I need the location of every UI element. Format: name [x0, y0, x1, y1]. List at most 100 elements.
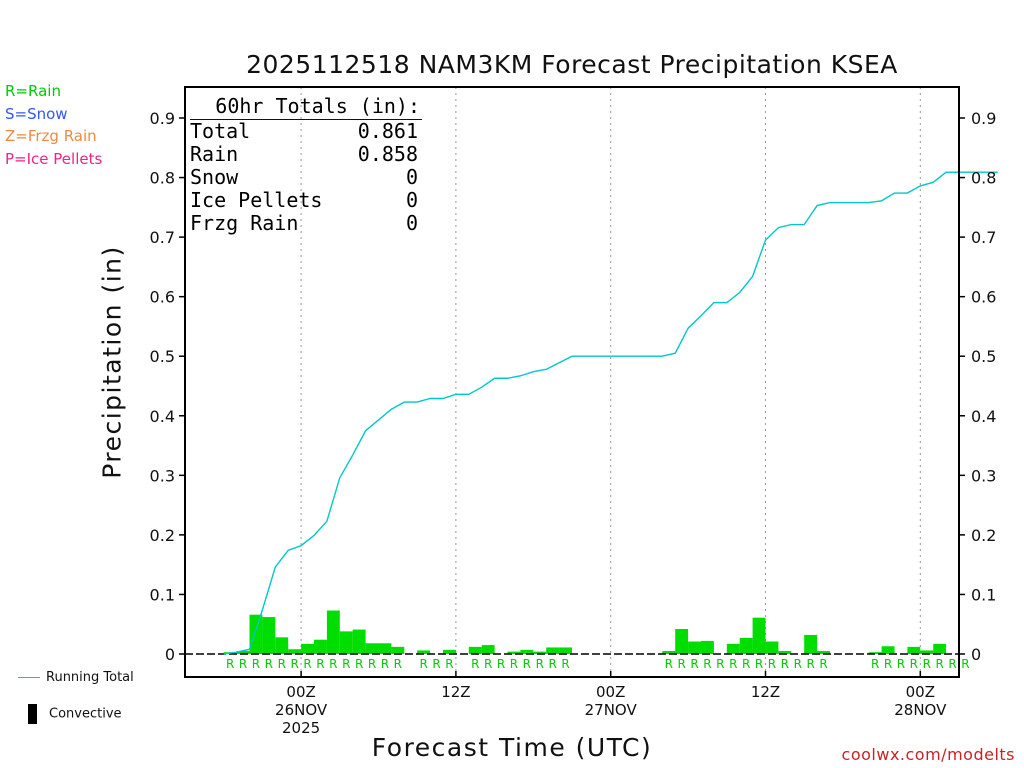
precip-bar	[817, 651, 830, 654]
precip-bar	[752, 617, 766, 654]
precip-bar	[314, 639, 327, 654]
precip-type-label: R	[729, 657, 737, 671]
chart-title: 2025112518 NAM3KM Forecast Precipitation…	[246, 50, 898, 79]
precip-bar	[688, 641, 701, 654]
totals-value: 0	[405, 188, 418, 212]
precip-bar	[352, 629, 366, 654]
x-axis-label: Forecast Time (UTC)	[371, 733, 653, 762]
legend-ice-pellets: P=Ice Pellets	[5, 149, 103, 168]
precip-bar	[778, 651, 792, 654]
precip-type-label: R	[897, 657, 905, 671]
precip-type-legend: R=Rain S=Snow Z=Frzg Rain P=Ice Pellets	[5, 80, 102, 170]
totals-header: 60hr Totals (in):	[190, 93, 422, 120]
precip-bar	[339, 631, 353, 654]
precip-bar	[378, 643, 392, 654]
totals-row-total: Total 0.861	[190, 120, 422, 143]
y-tick-label-left: 0.9	[150, 109, 175, 128]
precip-bar	[481, 645, 495, 654]
x-tick-label: 28NOV	[894, 701, 947, 719]
precip-type-label: R	[368, 657, 376, 671]
y-tick-label-right: 0.5	[971, 347, 996, 366]
precip-type-label: R	[316, 657, 324, 671]
precip-type-label: R	[665, 657, 673, 671]
precip-bar	[559, 647, 572, 654]
x-tick-label: 2025	[282, 719, 320, 737]
precip-bar	[443, 649, 456, 654]
precip-bar	[533, 651, 547, 654]
convective-legend: Convective	[18, 704, 122, 724]
y-tick-label-right: 0.1	[971, 585, 996, 604]
precip-type-label: R	[510, 657, 518, 671]
precip-type-label: R	[239, 657, 247, 671]
y-tick-label-left: 0.6	[150, 288, 175, 307]
precip-type-label: R	[432, 657, 440, 671]
precip-type-label: R	[523, 657, 531, 671]
precip-bar	[701, 640, 714, 654]
totals-row-freezing-rain: Frzg Rain 0	[190, 212, 422, 235]
y-tick-label-right: 0.8	[971, 169, 996, 188]
precip-type-label: R	[252, 657, 260, 671]
totals-value: 0.858	[357, 142, 418, 166]
convective-legend-label: Convective	[49, 706, 122, 722]
y-tick-label-left: 0	[165, 645, 175, 664]
precip-bar	[249, 614, 263, 654]
precip-bar	[520, 649, 534, 654]
precip-bar	[236, 651, 250, 654]
precip-bar	[417, 650, 431, 654]
precip-type-label: R	[871, 657, 879, 671]
precip-bar	[546, 647, 560, 654]
precip-type-label: R	[536, 657, 544, 671]
precip-type-label: R	[923, 657, 931, 671]
y-tick-label-left: 0.1	[150, 585, 175, 604]
totals-value: 0	[405, 211, 418, 235]
x-tick-label: 12Z	[751, 683, 780, 701]
totals-label: Ice Pellets	[190, 188, 323, 212]
totals-value: 0	[405, 165, 418, 189]
x-tick-label: 00Z	[906, 683, 935, 701]
precip-bar	[468, 646, 482, 654]
precip-type-label: R	[471, 657, 479, 671]
precip-bar	[288, 649, 302, 654]
y-tick-label-right: 0.7	[971, 228, 996, 247]
totals-label: Total	[190, 119, 251, 143]
precip-type-label: R	[948, 657, 956, 671]
plot-frame	[184, 86, 960, 678]
precip-bar	[675, 628, 689, 654]
precip-type-label: R	[781, 657, 789, 671]
legend-rain: R=Rain	[5, 82, 61, 100]
precip-type-label: R	[910, 657, 918, 671]
precip-type-label: R	[419, 657, 427, 671]
precip-bar	[275, 637, 289, 654]
precip-bar	[507, 651, 521, 654]
precip-type-label: R	[445, 657, 453, 671]
precip-type-label: R	[819, 657, 827, 671]
precip-type-label: R	[742, 657, 750, 671]
y-tick-label-right: 0	[971, 645, 981, 664]
y-tick-label-left: 0.8	[150, 169, 175, 188]
precip-type-label: R	[265, 657, 273, 671]
precip-type-label: R	[290, 657, 298, 671]
precip-bar	[765, 641, 779, 654]
precip-type-label: R	[548, 657, 556, 671]
precip-type-label: R	[561, 657, 569, 671]
totals-box: 60hr Totals (in): Total 0.861 Rain 0.858…	[190, 93, 422, 235]
precip-type-label: R	[278, 657, 286, 671]
precip-bar	[881, 646, 895, 654]
precip-type-label: R	[794, 657, 802, 671]
precip-bar	[262, 617, 276, 654]
precip-bar	[868, 652, 882, 654]
precip-type-label: R	[884, 657, 892, 671]
precip-bar	[804, 634, 818, 654]
totals-label: Snow	[190, 165, 239, 189]
totals-value: 0.861	[357, 119, 418, 143]
precip-bar	[726, 643, 740, 654]
y-tick-label-left: 0.4	[150, 407, 175, 426]
precip-bar	[662, 651, 676, 654]
precip-bar	[933, 643, 947, 654]
precip-bar	[907, 646, 921, 654]
precip-type-label: R	[755, 657, 763, 671]
totals-label: Frzg Rain	[190, 211, 299, 235]
x-tick-label: 26NOV	[275, 701, 328, 719]
precip-bar	[391, 646, 405, 654]
